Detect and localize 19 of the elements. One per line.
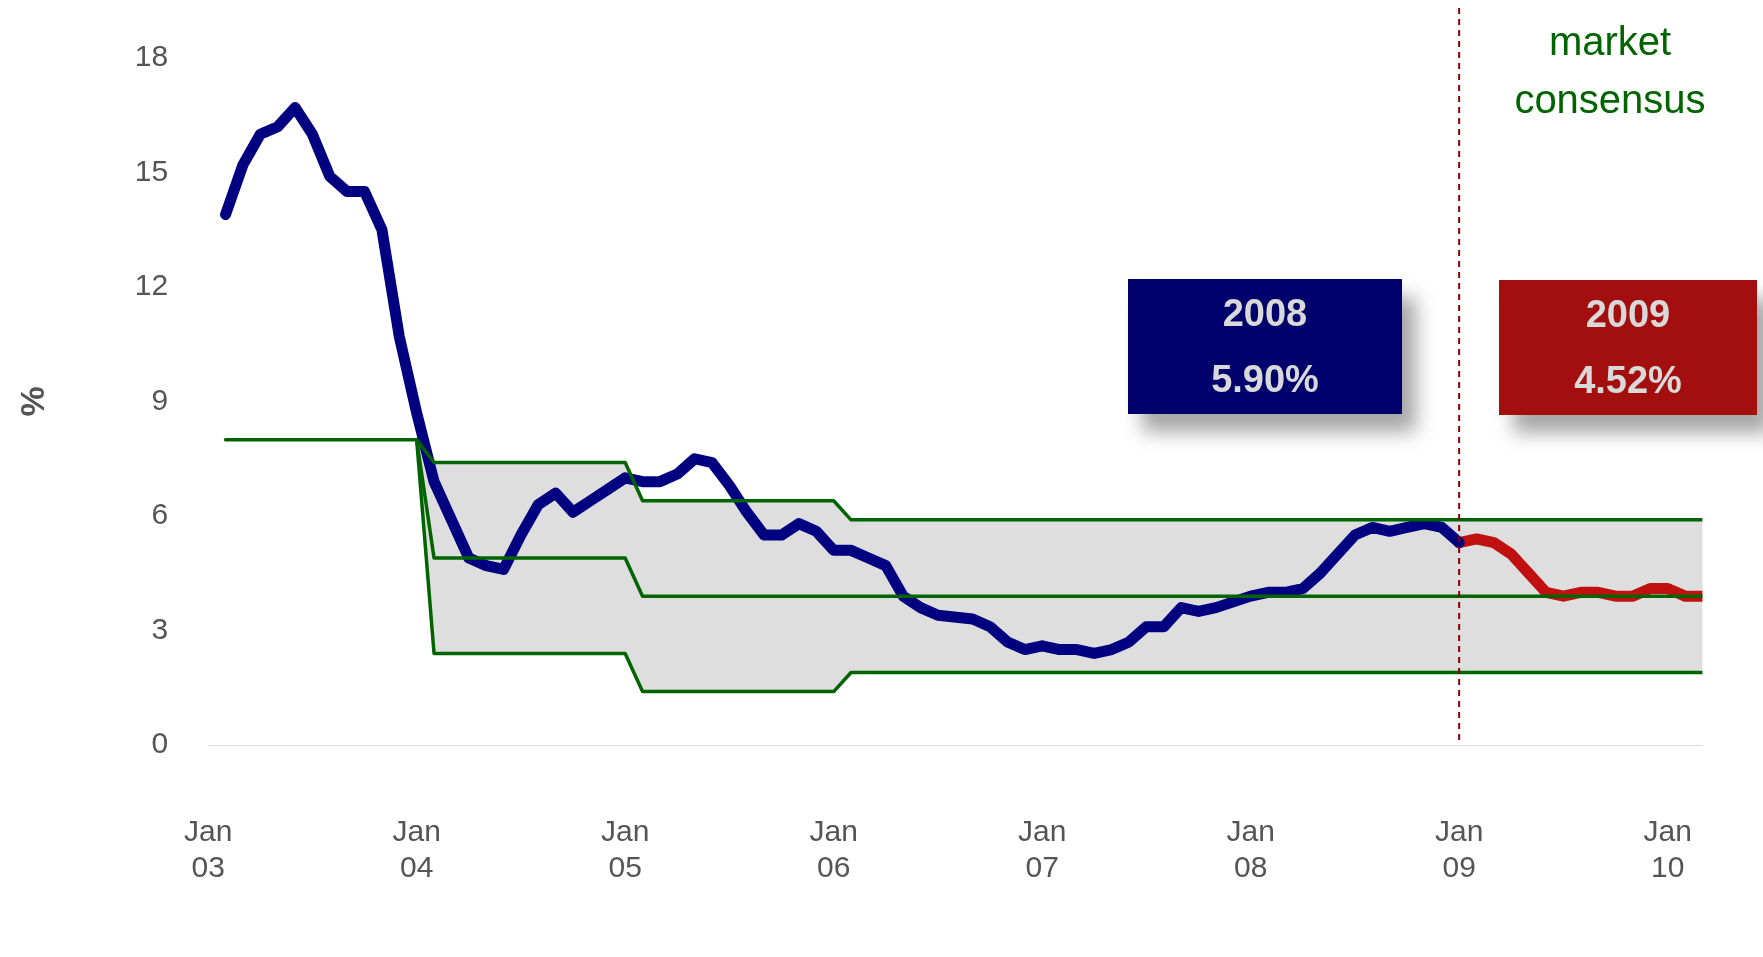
x-tick-label: Jan 08: [1226, 814, 1275, 884]
x-tick-label: Jan 03: [183, 814, 233, 884]
x-tick-label: Jan 06: [809, 814, 858, 884]
y-tick-label: 6: [151, 497, 169, 531]
x-tick-label: Jan 07: [1017, 814, 1067, 884]
x-tick-label: Jan 09: [1434, 814, 1484, 884]
y-tick-label: 3: [151, 611, 169, 645]
y-tick-label: 9: [151, 382, 169, 416]
y-axis-title: %: [12, 386, 51, 417]
x-tick-label: Jan 10: [1643, 814, 1692, 884]
y-tick-label: 18: [134, 39, 169, 73]
y-tick-label: 0: [151, 726, 169, 760]
x-tick-label: Jan 05: [600, 814, 650, 884]
y-tick-label: 12: [134, 268, 169, 302]
x-tick-label: Jan 04: [392, 814, 441, 884]
annotation: market consensus: [1513, 18, 1707, 123]
y-tick-label: 15: [134, 153, 169, 187]
callout-box: 2008 5.90%: [1128, 279, 1402, 414]
callout-box: 2009 4.52%: [1499, 280, 1757, 415]
